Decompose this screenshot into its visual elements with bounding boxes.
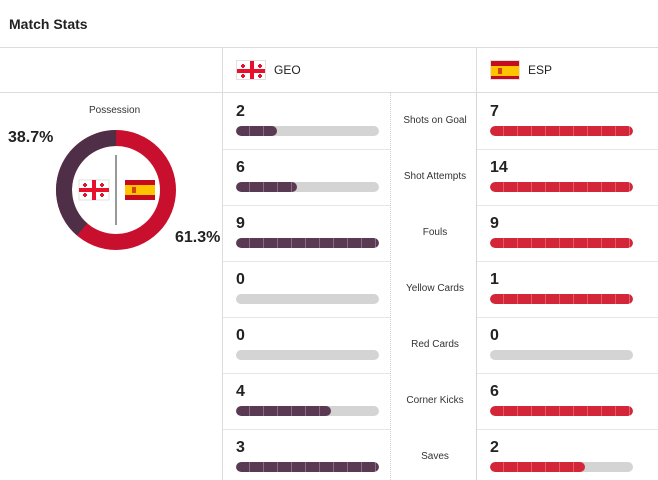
row-divider xyxy=(223,261,390,262)
home-stat-bar xyxy=(236,350,379,360)
home-stat-bar xyxy=(236,182,379,192)
home-stat-bar xyxy=(236,238,379,248)
possession-label: Possession xyxy=(89,105,141,116)
home-possession-pct: 38.7% xyxy=(8,129,54,146)
away-stat-bar xyxy=(490,126,633,136)
away-stat-value: 9 xyxy=(490,215,499,232)
away-stat-value: 2 xyxy=(490,439,499,456)
header-divider xyxy=(0,47,658,48)
home-stat-value: 0 xyxy=(236,271,245,288)
home-stat-value: 0 xyxy=(236,327,245,344)
away-possession-pct: 61.3% xyxy=(175,229,221,246)
row-divider xyxy=(223,149,390,150)
column-divider-left xyxy=(222,48,223,480)
row-divider xyxy=(223,205,390,206)
away-stat-bar xyxy=(490,406,633,416)
stat-label: Saves xyxy=(421,451,449,462)
home-stat-value: 6 xyxy=(236,159,245,176)
away-stat-bar-fill xyxy=(490,294,633,304)
away-stat-value: 6 xyxy=(490,383,499,400)
row-divider xyxy=(477,429,658,430)
stat-label: Red Cards xyxy=(411,339,459,350)
away-team-header: ESP xyxy=(490,60,552,80)
home-team-code: GEO xyxy=(274,63,301,77)
away-stat-value: 1 xyxy=(490,271,499,288)
away-stat-bar-fill xyxy=(490,406,633,416)
away-stat-bar xyxy=(490,238,633,248)
home-stat-bar-fill xyxy=(236,126,277,136)
away-stat-bar xyxy=(490,182,633,192)
home-stat-value: 3 xyxy=(236,439,245,456)
away-stat-bar-fill xyxy=(490,462,586,472)
georgia-flag-icon xyxy=(236,60,266,80)
home-stat-bar xyxy=(236,462,379,472)
home-stat-bar-fill xyxy=(236,406,332,416)
home-stat-value: 2 xyxy=(236,103,245,120)
away-stat-bar-fill xyxy=(490,126,633,136)
home-stat-bar xyxy=(236,126,379,136)
home-stat-value: 4 xyxy=(236,383,245,400)
team-header-divider xyxy=(0,92,658,93)
home-stat-bar-fill xyxy=(236,462,379,472)
away-stat-bar-fill xyxy=(490,182,633,192)
home-stat-bar xyxy=(236,294,379,304)
away-stat-value: 14 xyxy=(490,159,508,176)
row-divider xyxy=(477,149,658,150)
possession-donut-chart xyxy=(56,130,176,250)
home-team-header: GEO xyxy=(236,60,301,80)
row-divider xyxy=(223,317,390,318)
stat-label: Fouls xyxy=(422,227,448,238)
row-divider xyxy=(477,317,658,318)
away-stat-value: 0 xyxy=(490,327,499,344)
away-stat-bar xyxy=(490,294,633,304)
stat-label: Shots on Goal xyxy=(403,115,467,126)
stat-label: Corner Kicks xyxy=(406,395,464,406)
row-divider xyxy=(477,205,658,206)
row-divider xyxy=(477,261,658,262)
donut-georgia-flag-icon xyxy=(78,179,110,201)
spain-flag-icon xyxy=(490,60,520,80)
away-stat-bar-fill xyxy=(490,238,633,248)
away-stat-bar xyxy=(490,462,633,472)
stat-label: Yellow Cards xyxy=(406,283,464,294)
away-team-code: ESP xyxy=(528,63,553,77)
row-divider xyxy=(477,373,658,374)
row-divider xyxy=(223,429,390,430)
row-divider xyxy=(223,373,390,374)
donut-spain-flag-icon xyxy=(125,180,155,200)
stat-label-divider-right xyxy=(476,93,477,480)
stat-label: Shot Attempts xyxy=(403,171,467,182)
home-stat-bar-fill xyxy=(236,238,379,248)
match-stats-title: Match Stats xyxy=(9,16,88,32)
home-stat-bar xyxy=(236,406,379,416)
away-stat-value: 7 xyxy=(490,103,499,120)
stat-label-divider-left xyxy=(390,93,391,480)
away-stat-bar xyxy=(490,350,633,360)
home-stat-value: 9 xyxy=(236,215,245,232)
home-stat-bar-fill xyxy=(236,182,298,192)
